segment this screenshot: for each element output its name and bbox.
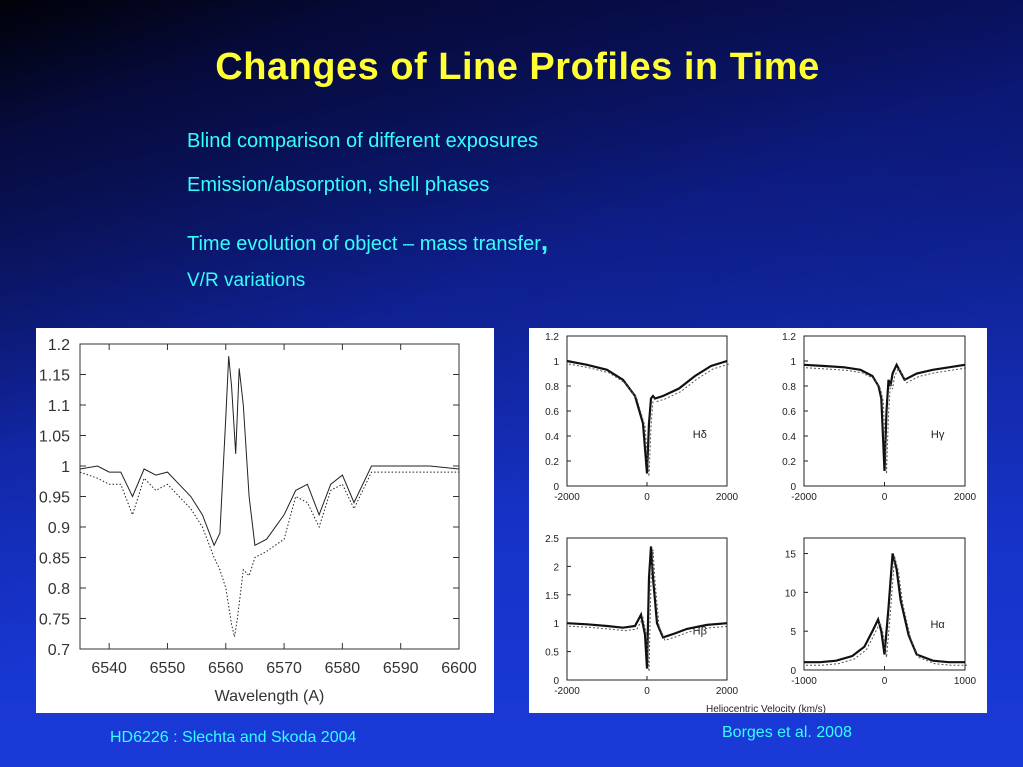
panel-line-label: Hδ (693, 429, 707, 441)
y-tick-label: 0.95 (39, 490, 70, 507)
panel-y-tick-label: 1.5 (545, 591, 559, 602)
x-tick-label: 6580 (325, 660, 361, 677)
panel-y-tick-label: 0 (553, 482, 559, 493)
y-tick-label: 0.8 (48, 581, 70, 598)
panel-x-tick-label: 1000 (954, 676, 977, 687)
panel-y-tick-label: 1 (790, 357, 796, 368)
y-tick-label: 0.7 (48, 642, 70, 659)
bullet-3: Time evolution of object – mass transfer… (187, 226, 548, 257)
series-dotted-line (79, 471, 459, 637)
panel-x-tick-label: 0 (882, 676, 888, 687)
bullet-4: V/R variations (187, 270, 306, 291)
plot-frame (79, 343, 460, 650)
panel-y-tick-label: 2.5 (545, 534, 559, 545)
panel-profile-dotted (805, 366, 968, 475)
panel-y-tick-label: 0.4 (782, 432, 796, 443)
panel-profile-line (566, 359, 728, 474)
panel-x-tick-label: -2000 (554, 686, 580, 697)
x-tick-label: 6560 (208, 660, 244, 677)
x-tick-label: 6590 (383, 660, 419, 677)
x-tick-label: 6600 (441, 660, 477, 677)
y-tick-label: 1.05 (39, 429, 70, 446)
panel-y-tick-label: 0.6 (782, 407, 796, 418)
panel-x-tick-label: 0 (882, 492, 888, 503)
right-chart-panel: 1.2 1 0.8 0.6 0.4 0.2 0 -2000 0 2000 Hδ 1.2 1 0.8 0.6 0… (529, 328, 987, 715)
panel-y-tick-label: 2 (553, 562, 559, 573)
panel-x-tick-label: 0 (644, 492, 650, 503)
caption-left: HD6226 : Slechta and Skoda 2004 (110, 729, 357, 746)
panel-y-tick-label: 0.8 (782, 382, 796, 393)
wavelength-chart: 1.2 1.15 1.1 1.05 1 0.95 0.9 0.85 0.8 0.75 0.7 6540… (39, 337, 477, 705)
caption-right: Borges et al. 2008 (722, 724, 852, 741)
panel-x-tick-label: 2000 (716, 686, 739, 697)
left-chart-panel: 1.2 1.15 1.1 1.05 1 0.95 0.9 0.85 0.8 0.75 0.7 6540… (36, 328, 494, 713)
panel-x-tick-label: -2000 (554, 492, 580, 503)
panel-y-tick-label: 15 (785, 550, 797, 561)
panel-profile-dotted (568, 363, 730, 477)
panel-y-tick-label: 0.8 (545, 382, 559, 393)
panel-y-tick-label: 0.6 (545, 407, 559, 418)
x-axis-label: Wavelength (A) (215, 688, 325, 705)
panel-y-tick-label: 0 (790, 482, 796, 493)
x-tick-label: 6550 (150, 660, 186, 677)
panel-y-tick-label: 1 (553, 357, 559, 368)
bullet-1: Blind comparison of different exposures (187, 130, 538, 152)
panel-y-tick-label: 0.5 (545, 648, 559, 659)
x-tick-label: 6570 (266, 660, 302, 677)
y-tick-label: 1 (61, 459, 70, 476)
x-tick-label: 6540 (91, 660, 127, 677)
panel-line-label: Hβ (693, 626, 707, 638)
bullet-2: Emission/absorption, shell phases (187, 174, 490, 196)
panel-profile-line (804, 553, 965, 664)
panel-profile-line (803, 362, 966, 472)
panel-line-label: Hγ (931, 429, 945, 441)
panel-profile-dotted (806, 556, 967, 666)
panel-y-tick-label: 10 (785, 588, 797, 599)
panel-y-tick-label: 0 (790, 666, 796, 677)
y-tick-label: 0.85 (39, 551, 70, 568)
panel-x-tick-label: 0 (644, 686, 650, 697)
panel-profile-line (566, 546, 728, 669)
panel-y-tick-label: 1 (553, 619, 559, 630)
y-tick-label: 0.75 (39, 612, 70, 629)
y-tick-label: 0.9 (48, 520, 70, 537)
y-tick-label: 1.2 (48, 337, 70, 354)
velocity-charts: 1.210.80.60.40.20-2000 0 2000Hδ1.210.80.60… (545, 332, 977, 715)
series-solid-line (79, 356, 460, 547)
y-tick-label: 1.1 (48, 398, 70, 415)
panel-x-tick-label: 2000 (716, 492, 739, 503)
panel-y-tick-label: 0.4 (545, 432, 559, 443)
panel-x-tick-label: -1000 (791, 676, 817, 687)
panel-y-tick-label: 1.2 (782, 332, 796, 343)
bullet-3-text: Time evolution of object – mass transfer (187, 233, 541, 255)
velocity-axis-label: Heliocentric Velocity (km/s) (706, 704, 826, 713)
y-tick-label: 1.15 (39, 368, 70, 385)
panel-line-label: Hα (930, 619, 945, 631)
panel-y-tick-label: 0.2 (545, 457, 559, 468)
slide-title: Changes of Line Profiles in Time (215, 46, 820, 88)
panel-x-tick-label: 2000 (954, 492, 977, 503)
panel-y-tick-label: 1.2 (545, 332, 559, 343)
panel-x-tick-label: -2000 (791, 492, 817, 503)
bullet-3-comma: , (540, 226, 549, 256)
panel-y-tick-label: 0.2 (782, 457, 796, 468)
panel-y-tick-label: 5 (790, 627, 796, 638)
panel-y-tick-label: 0 (553, 676, 559, 687)
